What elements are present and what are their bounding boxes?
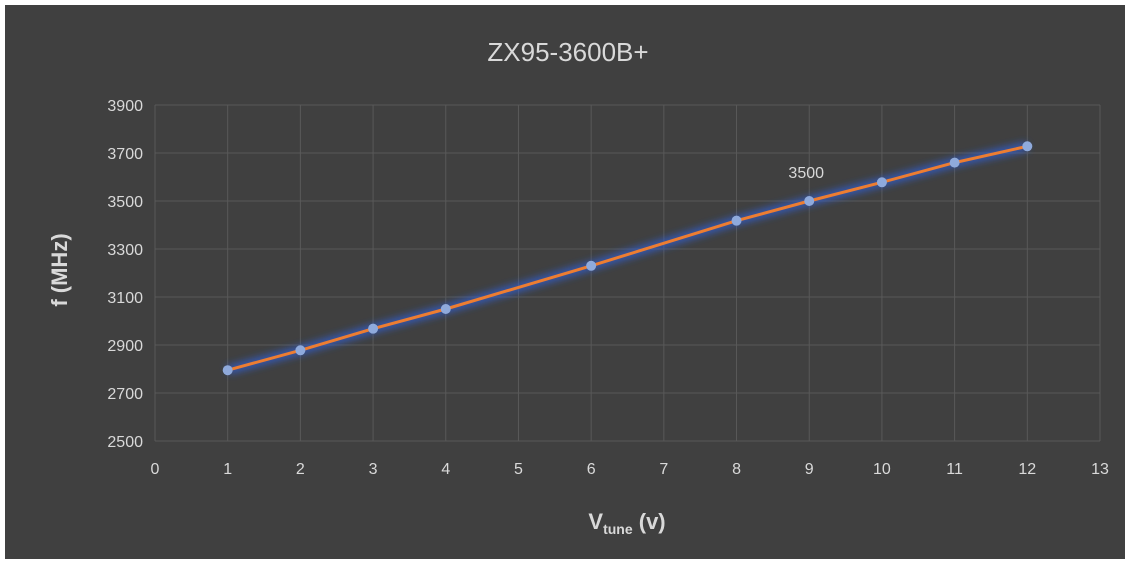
data-point [1022,141,1033,152]
x-axis-title: Vtune (v) [588,509,665,537]
y-tick-label: 3700 [107,146,143,163]
x-tick-label: 11 [946,461,963,478]
x-axis-title-suffix: (v) [633,509,666,534]
data-point [295,345,306,356]
y-tick-labels: 2500 2700 2900 3100 3300 3500 3700 3900 [107,98,143,451]
chart: ZX95-3600B+ 2500270029003100330035003700… [47,37,1109,537]
chart-title: ZX95-3600B+ [487,37,648,67]
x-tick-label: 7 [659,461,668,478]
x-tick-label: 13 [1091,461,1109,478]
x-tick-label: 4 [441,461,450,478]
y-tick-label: 2700 [107,386,143,403]
x-tick-label: 9 [805,461,814,478]
data-labels: 3500 [788,165,824,182]
data-point [876,177,887,188]
y-tick-label: 3900 [107,98,143,115]
x-axis-title-sub: tune [603,521,633,537]
gridlines [154,104,1101,442]
y-tick-label: 3300 [107,242,143,259]
data-point [586,260,597,271]
y-tick-label: 3500 [107,194,143,211]
data-point [368,323,379,334]
x-axis-title-main: V [588,509,603,534]
chart-frame: ZX95-3600B+ 2500 2700 2900 3100 3300 3500 3700… [5,5,1125,559]
x-tick-labels: 0 1 2 3 4 5 6 7 8 9 10 11 12 13 [151,461,1109,478]
data-point [222,365,233,376]
y-tick-label: 3100 [107,290,143,307]
x-tick-label: 6 [587,461,596,478]
y-tick-label: 2500 [107,434,143,451]
data-point [949,157,960,168]
x-tick-label: 5 [514,461,523,478]
x-tick-label: 10 [873,461,891,478]
x-tick-label: 12 [1018,461,1036,478]
y-axis-title: f (MHz) [47,233,72,306]
x-tick-label: 0 [151,461,160,478]
data-point [440,304,451,314]
series-line [227,144,1028,372]
x-tick-label: 8 [732,461,741,478]
x-tick-label: 3 [369,461,378,478]
data-point [731,215,742,226]
data-label: 3500 [788,165,824,182]
x-tick-label: 1 [223,461,232,478]
data-series [222,141,1033,376]
data-point [804,196,815,206]
y-tick-label: 2900 [107,338,143,355]
x-tick-label: 2 [296,461,305,478]
